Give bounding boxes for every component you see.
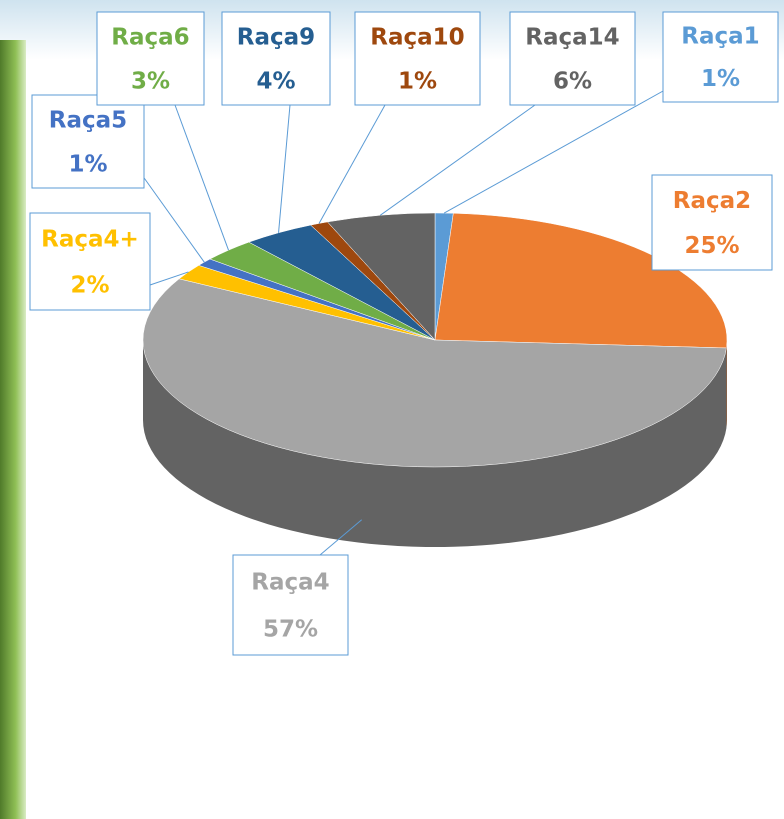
slice-side [143, 340, 727, 548]
value-label: 6% [553, 68, 592, 94]
value-label: 1% [68, 151, 107, 177]
label-box [29, 212, 151, 311]
label-box [221, 11, 331, 106]
leader-line [141, 174, 205, 263]
category-label: Raça6 [111, 25, 189, 51]
leader-line [149, 271, 189, 286]
pie-sides [143, 340, 727, 548]
label-box [651, 174, 773, 271]
leader-line [174, 104, 229, 251]
label-box [232, 554, 349, 656]
leader-line [379, 104, 536, 216]
category-label: Raça10 [370, 25, 464, 51]
category-label: Raça5 [49, 108, 127, 134]
value-label: 3% [131, 68, 170, 94]
leader-line [318, 104, 386, 224]
data-labels: Raça1 1% Raça2 25% Raça4 57% Raça4+ 2% Raça5 1% Ra… [29, 11, 779, 656]
category-label: Raça4 [251, 570, 329, 596]
label-box [96, 11, 205, 106]
leader-line [319, 519, 363, 556]
leader-line [443, 85, 673, 214]
category-label: Raça1 [681, 24, 759, 50]
category-label: Raça2 [673, 188, 751, 214]
label-box [662, 11, 779, 103]
category-label: Raça4+ [41, 227, 139, 253]
plant-strip [0, 40, 26, 819]
value-label: 1% [398, 68, 437, 94]
value-label: 25% [684, 233, 739, 259]
value-label: 57% [263, 617, 318, 643]
slice-side [726, 340, 727, 428]
value-label: 2% [70, 272, 109, 298]
label-box [509, 11, 636, 106]
category-label: Raça9 [237, 25, 315, 51]
label-box [31, 94, 145, 189]
slice [142, 278, 727, 468]
pie-tops [142, 212, 728, 468]
value-label: 4% [256, 68, 295, 94]
value-label: 1% [701, 66, 740, 92]
label-box [354, 11, 481, 106]
category-label: Raça14 [525, 25, 619, 51]
leader-line [278, 104, 291, 233]
